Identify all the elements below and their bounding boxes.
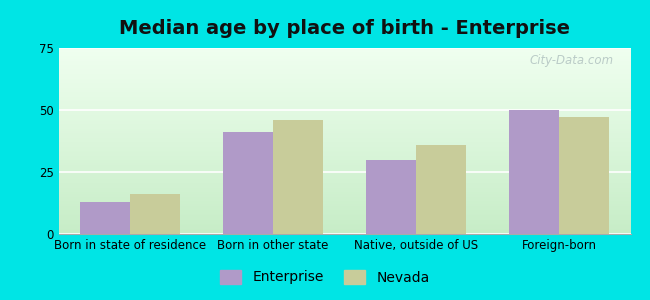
- Bar: [223, 132, 273, 234]
- Legend: Enterprise, Nevada: Enterprise, Nevada: [214, 264, 436, 290]
- Title: Median age by place of birth - Enterprise: Median age by place of birth - Enterpris…: [119, 19, 570, 38]
- Bar: [509, 110, 559, 234]
- Text: City-Data.com: City-Data.com: [529, 54, 614, 67]
- Bar: [416, 145, 466, 234]
- Bar: [366, 160, 416, 234]
- Bar: [559, 117, 609, 234]
- Bar: [80, 202, 130, 234]
- Bar: [130, 194, 180, 234]
- Bar: [273, 120, 323, 234]
